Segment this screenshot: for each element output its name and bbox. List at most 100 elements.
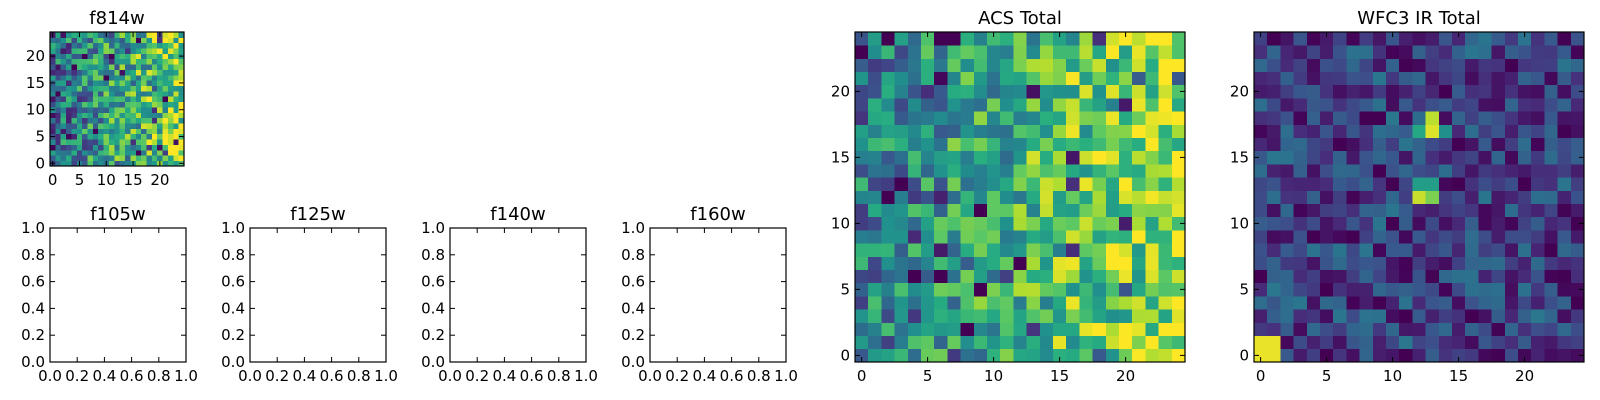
- heatmap-cell: [98, 101, 104, 108]
- heatmap-cell: [119, 139, 126, 145]
- heatmap-cell: [141, 128, 147, 135]
- heatmap-cell: [1066, 124, 1080, 138]
- heatmap-cell: [1465, 230, 1479, 244]
- heatmap-cell: [1171, 71, 1186, 86]
- heatmap-cell: [1320, 58, 1334, 72]
- heatmap-cell: [55, 96, 62, 103]
- heatmap-cell: [1320, 137, 1334, 152]
- heatmap-cell: [114, 101, 121, 108]
- panel-title: WFC3 IR Total: [1357, 8, 1480, 29]
- heatmap-cell: [87, 107, 94, 113]
- heatmap-cell: [1280, 269, 1294, 284]
- heatmap-cell: [1333, 216, 1347, 231]
- heatmap-cell: [1119, 230, 1133, 244]
- heatmap-cell: [66, 58, 72, 65]
- heatmap-cell: [167, 107, 174, 113]
- heatmap-cell: [960, 335, 975, 350]
- heatmap-cell: [1306, 98, 1321, 112]
- heatmap-cell: [92, 139, 99, 145]
- heatmap-cell: [1425, 256, 1440, 270]
- heatmap-cell: [167, 48, 174, 54]
- heatmap-cell: [92, 123, 99, 129]
- heatmap-cell: [1092, 32, 1107, 46]
- heatmap-cell: [1333, 45, 1347, 59]
- x-tick-label: 0.6: [120, 367, 144, 385]
- heatmap-cell: [119, 48, 126, 54]
- heatmap-cell: [151, 117, 158, 124]
- heatmap-cell: [1158, 230, 1173, 244]
- heatmap-cell: [1333, 348, 1347, 363]
- heatmap-cell: [1425, 230, 1440, 244]
- heatmap-cell: [973, 124, 988, 138]
- heatmap-cell: [973, 84, 988, 99]
- heatmap-cell: [1280, 256, 1294, 270]
- heatmap-cell: [103, 101, 110, 108]
- heatmap-cell: [76, 123, 83, 129]
- heatmap-cell: [119, 123, 126, 129]
- heatmap-cell: [50, 58, 56, 65]
- heatmap-cell: [1491, 216, 1506, 231]
- heatmap-cell: [1105, 309, 1120, 323]
- heatmap-cell: [1293, 32, 1308, 46]
- heatmap-cell: [1531, 216, 1545, 231]
- heatmap-cell: [103, 58, 110, 65]
- heatmap-cell: [1267, 203, 1281, 218]
- heatmap-cell: [1254, 124, 1268, 138]
- heatmap-cell: [855, 282, 869, 297]
- heatmap-cell: [1557, 150, 1572, 165]
- heatmap-cell: [1425, 137, 1440, 152]
- heatmap-cell: [1293, 269, 1308, 284]
- heatmap-cell: [157, 53, 163, 60]
- heatmap-cell: [1053, 309, 1067, 323]
- heatmap-cell: [151, 101, 158, 108]
- heatmap-cell: [173, 53, 180, 60]
- heatmap-cell: [162, 80, 169, 86]
- heatmap-cell: [1132, 84, 1146, 99]
- heatmap-cell: [98, 37, 104, 44]
- x-tick-label: 5: [75, 171, 85, 189]
- heatmap-cell: [960, 230, 975, 244]
- heatmap-cell: [1079, 203, 1093, 218]
- heatmap-cell: [71, 133, 78, 140]
- heatmap-cell: [1399, 137, 1413, 152]
- heatmap-cell: [1053, 177, 1067, 191]
- heatmap-cell: [76, 53, 83, 60]
- heatmap-cell: [151, 80, 158, 86]
- heatmap-cell: [98, 58, 104, 65]
- heatmap-cell: [1491, 348, 1506, 363]
- heatmap-cell: [1425, 296, 1440, 310]
- heatmap-cell: [1359, 58, 1374, 72]
- heatmap-cell: [1013, 190, 1027, 204]
- heatmap-cell: [1132, 282, 1146, 297]
- heatmap-cell: [1105, 256, 1120, 270]
- heatmap-cell: [1119, 322, 1133, 336]
- heatmap-cell: [71, 69, 78, 76]
- heatmap-cell: [141, 101, 147, 108]
- heatmap-cell: [1438, 243, 1453, 257]
- heatmap-cell: [173, 85, 180, 92]
- heatmap-cell: [1158, 124, 1173, 138]
- heatmap-cell: [973, 256, 988, 270]
- heatmap-cell: [1544, 111, 1558, 125]
- heatmap-cell: [1544, 137, 1558, 152]
- heatmap-cell: [1359, 137, 1374, 152]
- heatmap-cell: [1452, 150, 1466, 165]
- heatmap-cell: [907, 98, 922, 112]
- heatmap-cell: [1346, 58, 1360, 72]
- heatmap-cell: [1145, 111, 1159, 125]
- heatmap-cell: [934, 282, 948, 297]
- heatmap-cell: [1026, 32, 1041, 46]
- heatmap-cell: [66, 133, 72, 140]
- heatmap-cell: [1452, 309, 1466, 323]
- heatmap-cell: [1306, 335, 1321, 350]
- heatmap-cell: [92, 117, 99, 124]
- axes-frame: [1253, 31, 1585, 363]
- heatmap-cell: [1504, 256, 1519, 270]
- heatmap-cell: [1000, 71, 1014, 86]
- heatmap-cell: [162, 123, 169, 129]
- heatmap-cell: [1306, 282, 1321, 297]
- heatmap-cell: [98, 96, 104, 103]
- heatmap-cell: [1465, 124, 1479, 138]
- heatmap-cell: [947, 111, 961, 125]
- heatmap-cell: [119, 133, 126, 140]
